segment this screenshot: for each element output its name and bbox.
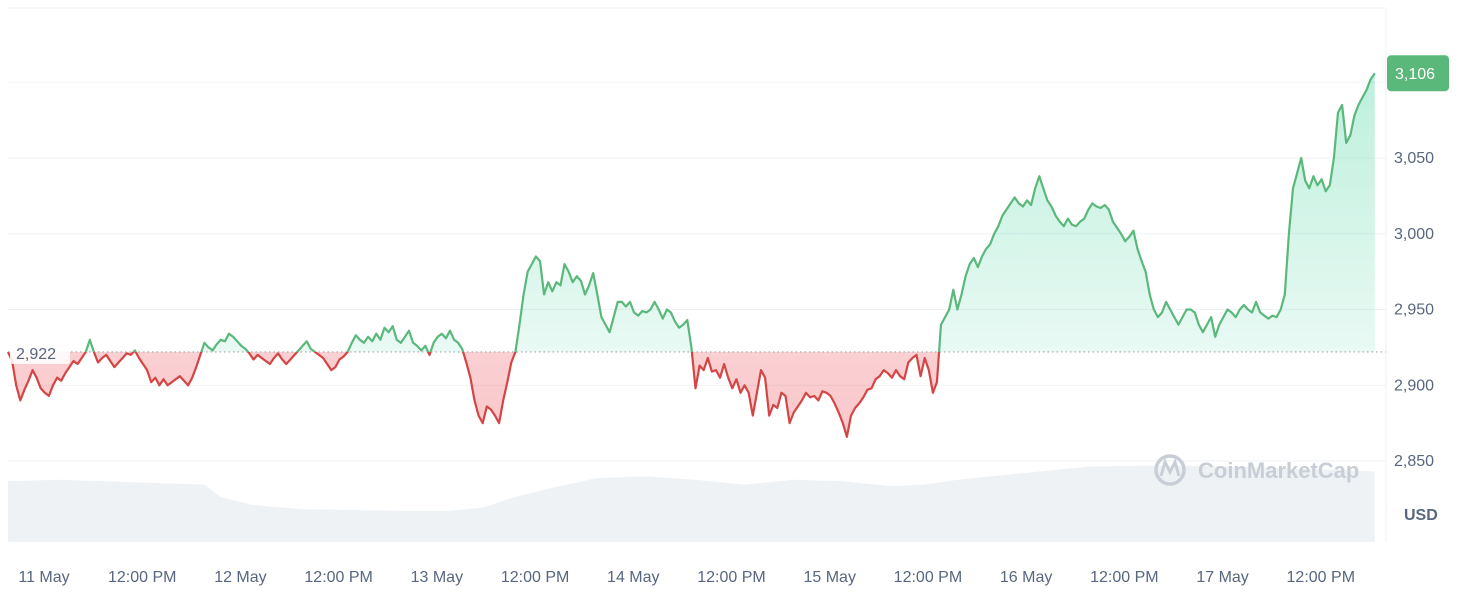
watermark-text: CoinMarketCap xyxy=(1198,458,1359,483)
x-tick-label: 12:00 PM xyxy=(894,569,962,586)
gridlines xyxy=(8,7,1386,462)
open-price-label: 2,922 xyxy=(10,342,70,364)
last-price-text: 3,106 xyxy=(1395,66,1435,83)
area-fills xyxy=(8,73,1375,437)
price-line-down xyxy=(6,351,941,438)
open-label-bg xyxy=(10,342,70,364)
volume-area xyxy=(8,465,1375,542)
y-tick-label: 2,850 xyxy=(1394,453,1434,470)
x-tick-label: 12:00 PM xyxy=(501,569,569,586)
x-tick-label: 12 May xyxy=(214,569,266,586)
y-axis: 2,850 2,900 2,950 3,000 3,050 xyxy=(1394,150,1434,470)
y-tick-label: 3,000 xyxy=(1394,226,1434,243)
y-tick-label: 2,900 xyxy=(1394,377,1434,394)
y-tick-label: 2,950 xyxy=(1394,302,1434,319)
open-label-text: 2,922 xyxy=(16,346,56,363)
last-price-badge: 3,106 xyxy=(1387,55,1449,92)
area-below-open xyxy=(8,351,940,437)
coinmarketcap-logo-icon xyxy=(1154,454,1186,486)
x-tick-label: 14 May xyxy=(607,569,659,586)
last-badge-bg xyxy=(1387,55,1449,92)
x-tick-label: 12:00 PM xyxy=(697,569,765,586)
x-tick-label: 12:00 PM xyxy=(1287,569,1355,586)
x-axis: 11 May 12:00 PM 12 May 12:00 PM 13 May 12:00 … xyxy=(18,569,1355,586)
price-line-up xyxy=(7,72,1376,352)
volume-bars xyxy=(8,465,1375,542)
watermark: CoinMarketCap xyxy=(1154,454,1359,486)
x-tick-label: 13 May xyxy=(411,569,463,586)
x-tick-label: 15 May xyxy=(803,569,855,586)
x-tick-label: 12:00 PM xyxy=(304,569,372,586)
currency-label: USD xyxy=(1404,507,1438,524)
y-tick-label: 3,050 xyxy=(1394,150,1434,167)
x-tick-label: 12:00 PM xyxy=(1090,569,1158,586)
area-above-open xyxy=(8,73,1375,352)
x-tick-label: 16 May xyxy=(1000,569,1052,586)
x-tick-label: 12:00 PM xyxy=(108,569,176,586)
x-tick-label: 11 May xyxy=(18,569,69,586)
price-line xyxy=(6,72,1376,438)
x-tick-label: 17 May xyxy=(1196,569,1248,586)
